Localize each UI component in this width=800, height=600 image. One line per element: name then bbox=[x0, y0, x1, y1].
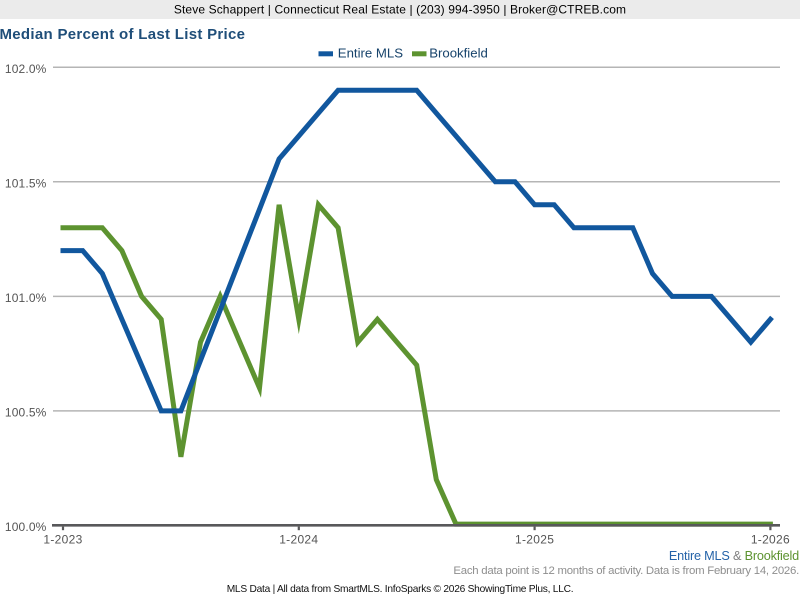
svg-text:Brookfield: Brookfield bbox=[429, 45, 488, 60]
svg-text:Median Percent of Last List Pr: Median Percent of Last List Price bbox=[0, 26, 245, 43]
svg-text:1-2023: 1-2023 bbox=[43, 533, 82, 547]
svg-text:1-2024: 1-2024 bbox=[279, 533, 318, 547]
svg-text:101.0%: 101.0% bbox=[5, 291, 47, 305]
svg-text:1-2025: 1-2025 bbox=[515, 533, 554, 547]
svg-text:101.5%: 101.5% bbox=[5, 176, 47, 190]
svg-text:Entire MLS: Entire MLS bbox=[338, 45, 403, 60]
svg-text:102.0%: 102.0% bbox=[5, 62, 47, 76]
svg-text:100.0%: 100.0% bbox=[5, 520, 47, 534]
svg-text:1-2026: 1-2026 bbox=[751, 533, 790, 547]
svg-text:Steve Schappert | Connecticut: Steve Schappert | Connecticut Real Estat… bbox=[174, 3, 626, 17]
svg-text:100.5%: 100.5% bbox=[5, 405, 47, 419]
svg-text:MLS Data | All data from Smart: MLS Data | All data from SmartMLS. InfoS… bbox=[227, 584, 574, 595]
svg-text:Entire MLS & Brookfield: Entire MLS & Brookfield bbox=[669, 549, 799, 563]
svg-text:Each data point is 12 months o: Each data point is 12 months of activity… bbox=[453, 565, 799, 577]
